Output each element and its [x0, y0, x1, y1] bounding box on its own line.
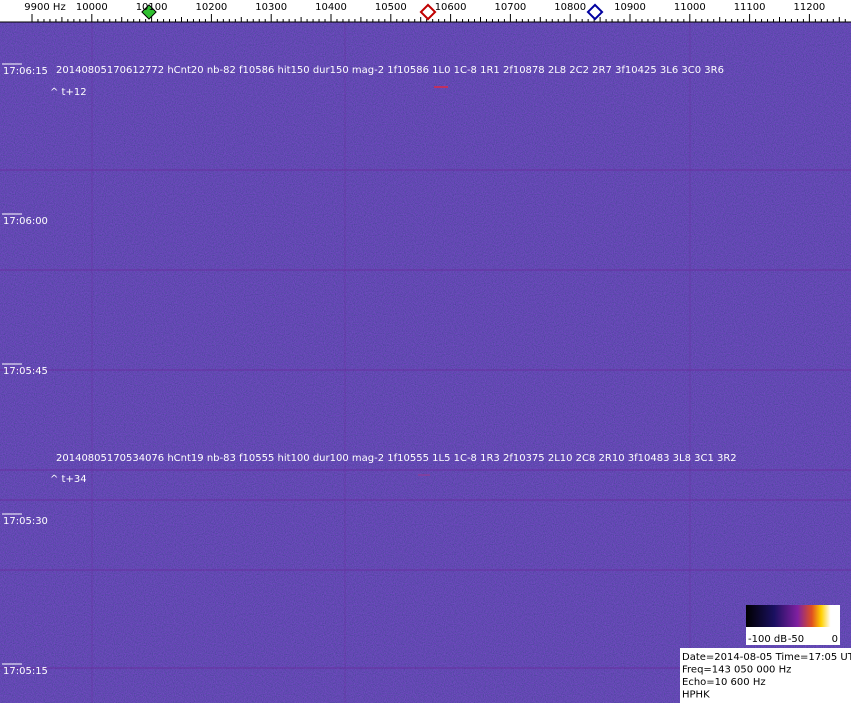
frequency-label: 10400	[315, 2, 347, 13]
colorbar-label: 0	[832, 634, 838, 645]
frequency-label: 10500	[375, 2, 407, 13]
time-label: 17:05:15	[3, 666, 48, 677]
detection-offset: ^ t+34	[50, 474, 87, 485]
info-line: Freq=143 050 000 Hz	[682, 665, 791, 676]
labels: 9900 Hz 10000 10100 10200 10300 10400 10500 106…	[2, 2, 825, 677]
frequency-label: 9900 Hz	[24, 2, 65, 13]
time-label: 17:06:00	[3, 216, 48, 227]
time-label: 17:05:45	[3, 366, 48, 377]
detection-offset: ^ t+12	[50, 87, 87, 98]
colorbar-label: -50	[788, 634, 804, 645]
tick-marks	[0, 14, 851, 23]
colorbar-label-bg	[746, 627, 840, 645]
frequency-label: 10100	[136, 2, 168, 13]
info-line: Echo=10 600 Hz	[682, 677, 766, 688]
frequency-label: 10000	[76, 2, 108, 13]
time-label: 17:05:30	[3, 516, 48, 527]
frequency-label: 10300	[255, 2, 287, 13]
colorbar	[746, 605, 840, 627]
frequency-label: 11100	[734, 2, 766, 13]
frequency-label: 10800	[554, 2, 586, 13]
info-line: HPHK	[682, 690, 710, 701]
frequency-label: 10600	[435, 2, 467, 13]
waterfall-noise	[0, 22, 851, 703]
time-label: 17:06:15	[3, 66, 48, 77]
frequency-label: 11000	[674, 2, 706, 13]
detection-text: 20140805170534076 hCnt19 nb-83 f10555 hi…	[56, 453, 737, 464]
frequency-label: 10900	[614, 2, 646, 13]
frequency-label: 10200	[195, 2, 227, 13]
frequency-label: 10700	[494, 2, 526, 13]
info-line: Date=2014-08-05 Time=17:05 UTC	[682, 652, 851, 663]
info-box	[680, 648, 851, 703]
frequency-label: 11200	[793, 2, 825, 13]
detection-text: 20140805170612772 hCnt20 nb-82 f10586 hi…	[56, 65, 724, 76]
artifact-lines	[0, 22, 851, 703]
channel-markers	[141, 3, 604, 21]
colorbar-label: -100 dB	[748, 634, 787, 645]
